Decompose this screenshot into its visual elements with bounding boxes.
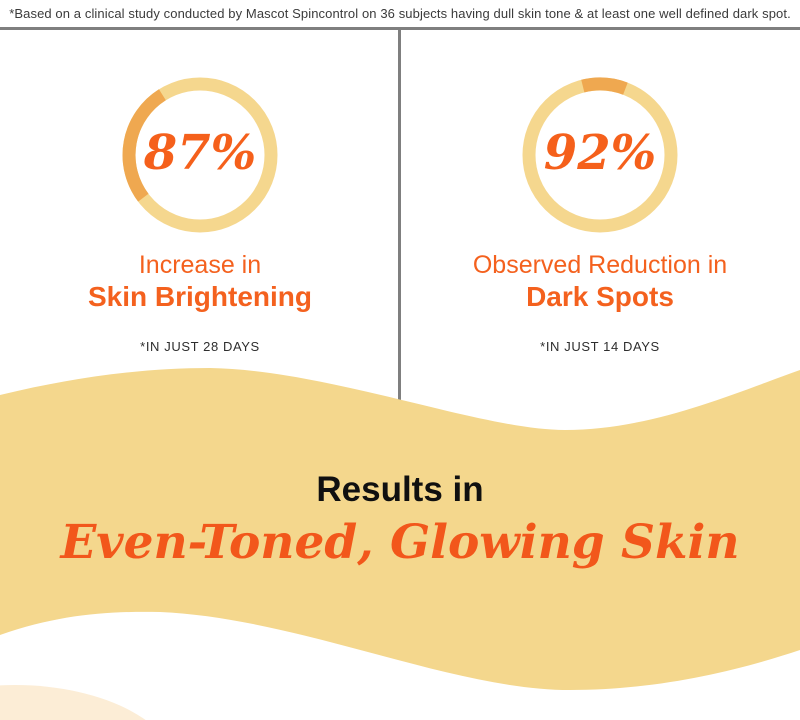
stat-dark-spots: 92% Observed Reduction in Dark Spots *IN… (420, 70, 780, 354)
stat-caption-line2: Dark Spots (526, 281, 674, 312)
stat-percentage: 92% (543, 125, 657, 182)
horizontal-divider (0, 27, 800, 30)
ring-accent-arc (122, 89, 167, 202)
stat-duration-note: *IN JUST 28 DAYS (140, 339, 260, 354)
ring-graphic (522, 77, 678, 233)
clinical-study-disclaimer: *Based on a clinical study conducted by … (9, 6, 791, 21)
stat-caption-line1: Increase in (138, 251, 262, 279)
results-intro-text: Results in (316, 470, 484, 509)
stat-skin-brightening: 87% Increase in Skin Brightening *IN JUS… (20, 70, 380, 354)
peach-blob (0, 685, 146, 720)
vertical-divider (398, 30, 401, 401)
ring-accent-arc (581, 77, 628, 95)
stat-caption-line1: Observed Reduction in (472, 251, 728, 279)
donut-chart-skin-brightening: 87% (115, 70, 285, 240)
ring-graphic (122, 77, 278, 233)
stat-duration-note: *IN JUST 14 DAYS (540, 339, 660, 354)
results-headline-text: Even-Toned, Glowing Skin (60, 515, 740, 570)
stat-caption-line2: Skin Brightening (88, 281, 312, 312)
stat-percentage: 87% (143, 125, 257, 182)
donut-chart-dark-spots: 92% (515, 70, 685, 240)
